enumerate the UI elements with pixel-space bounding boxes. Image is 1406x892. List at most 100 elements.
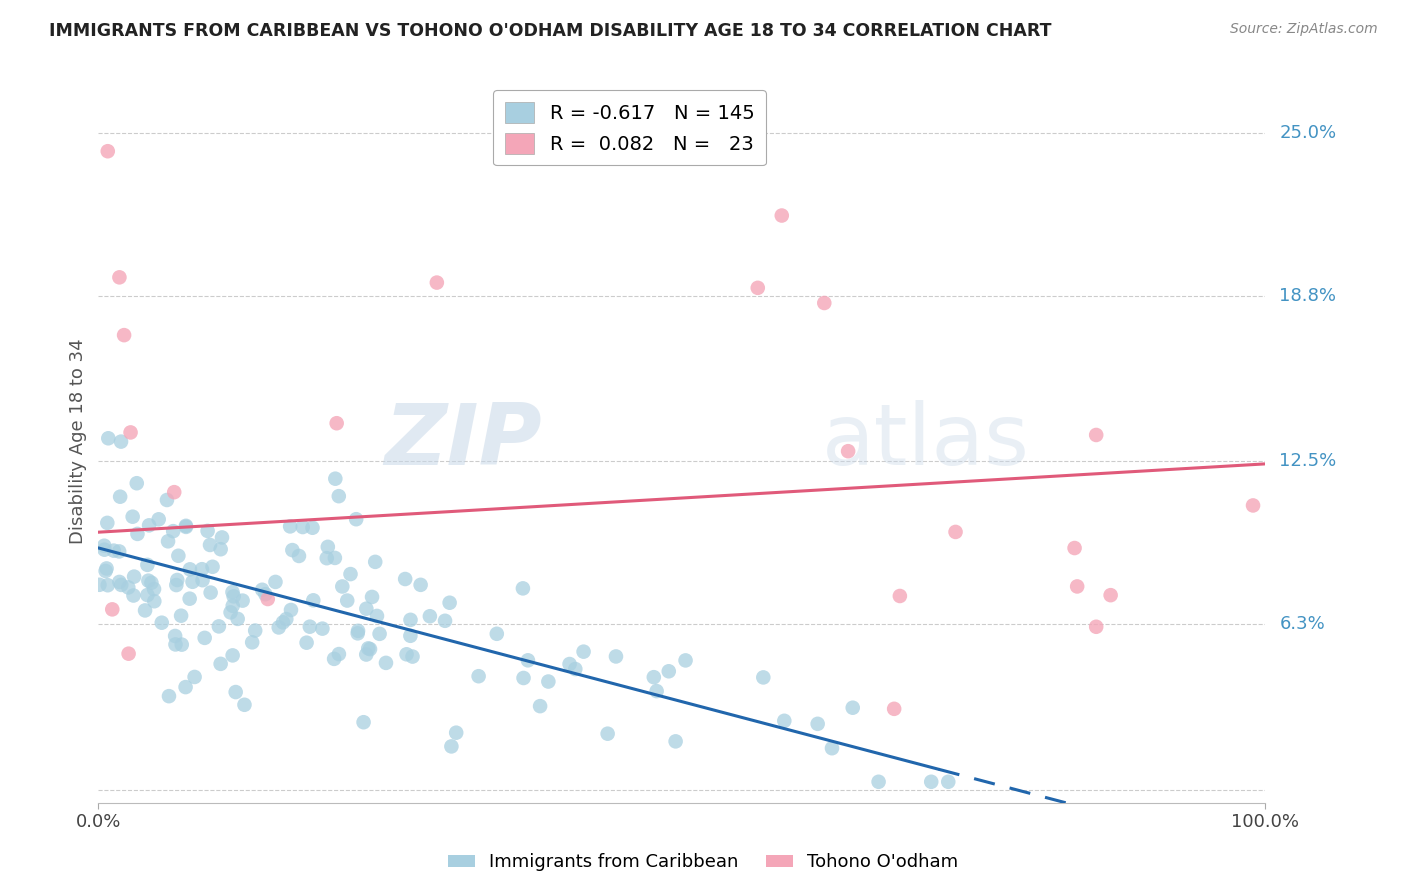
Point <box>645 684 668 698</box>
Point <box>150 615 173 630</box>
Point <box>315 551 337 566</box>
Text: 18.8%: 18.8% <box>1279 286 1336 305</box>
Point <box>409 578 432 592</box>
Point <box>97 578 120 592</box>
Point <box>264 574 287 589</box>
Point <box>110 434 132 449</box>
Point <box>136 558 159 572</box>
Point <box>103 543 125 558</box>
Point <box>346 626 368 640</box>
Point <box>375 656 398 670</box>
Point <box>1063 541 1085 555</box>
Point <box>330 579 353 593</box>
Point <box>1085 428 1108 442</box>
Text: 12.5%: 12.5% <box>1279 452 1337 470</box>
Point <box>537 674 560 689</box>
Point <box>267 620 290 634</box>
Point <box>108 490 131 504</box>
Point <box>419 609 441 624</box>
Point <box>298 620 321 634</box>
Point <box>291 520 314 534</box>
Point <box>121 509 143 524</box>
Point <box>512 582 534 596</box>
Point <box>197 524 219 538</box>
Point <box>353 715 375 730</box>
Point <box>344 512 367 526</box>
Point <box>138 518 160 533</box>
Point <box>512 671 534 685</box>
Point <box>108 544 131 558</box>
Point <box>208 619 231 633</box>
Point <box>302 593 325 607</box>
Point <box>278 519 301 533</box>
Point <box>209 542 232 557</box>
Point <box>93 542 115 557</box>
Point <box>250 582 273 597</box>
Point <box>127 527 149 541</box>
Point <box>174 518 197 533</box>
Point <box>485 627 508 641</box>
Point <box>191 573 214 587</box>
Point <box>280 603 302 617</box>
Point <box>444 725 467 739</box>
Point <box>395 648 418 662</box>
Point <box>170 608 193 623</box>
Point <box>141 575 163 590</box>
Point <box>222 599 245 613</box>
Point <box>181 574 204 589</box>
Point <box>163 485 186 500</box>
Point <box>170 638 193 652</box>
Point <box>122 589 145 603</box>
Point <box>467 669 489 683</box>
Point <box>936 774 959 789</box>
Y-axis label: Disability Age 18 to 34: Disability Age 18 to 34 <box>69 339 87 544</box>
Point <box>1241 499 1264 513</box>
Point <box>89 578 111 592</box>
Point <box>868 774 890 789</box>
Point <box>209 657 232 671</box>
Point <box>271 615 294 630</box>
Point <box>108 270 131 285</box>
Point <box>354 648 377 662</box>
Point <box>108 574 131 589</box>
Point <box>325 416 347 430</box>
Legend: R = -0.617   N = 145, R =  0.082   N =   23: R = -0.617 N = 145, R = 0.082 N = 23 <box>494 90 766 165</box>
Point <box>256 592 278 607</box>
Point <box>311 622 333 636</box>
Point <box>440 739 463 754</box>
Point <box>399 629 422 643</box>
Point <box>125 476 148 491</box>
Point <box>183 670 205 684</box>
Point <box>572 645 595 659</box>
Point <box>101 602 124 616</box>
Point <box>122 569 145 583</box>
Point <box>165 629 187 643</box>
Point <box>117 647 139 661</box>
Point <box>97 431 120 445</box>
Point <box>221 648 243 663</box>
Point <box>166 573 188 587</box>
Point <box>361 590 384 604</box>
Point <box>366 609 388 624</box>
Point <box>675 653 697 667</box>
Point <box>281 543 304 558</box>
Point <box>399 613 422 627</box>
Point <box>658 665 681 679</box>
Point <box>529 699 551 714</box>
Point <box>747 281 769 295</box>
Point <box>112 328 135 343</box>
Point <box>240 635 263 649</box>
Point <box>605 649 627 664</box>
Point <box>364 555 387 569</box>
Point <box>773 714 796 728</box>
Point <box>301 521 323 535</box>
Point <box>347 624 370 638</box>
Point <box>564 662 586 676</box>
Point <box>179 591 201 606</box>
Point <box>156 493 179 508</box>
Point <box>110 578 132 592</box>
Point <box>94 564 117 578</box>
Point <box>143 582 166 596</box>
Point <box>93 539 115 553</box>
Point <box>96 561 118 575</box>
